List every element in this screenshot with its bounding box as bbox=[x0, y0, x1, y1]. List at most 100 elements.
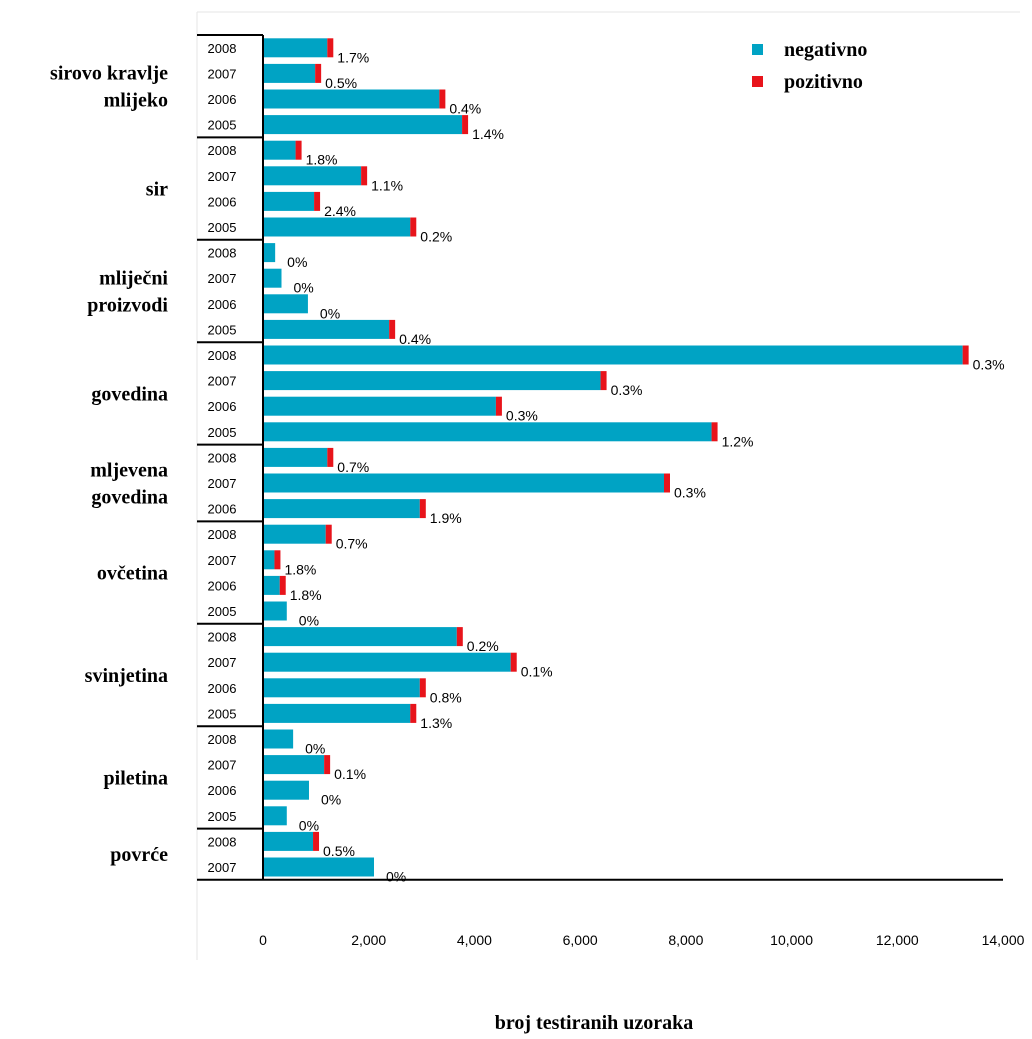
bar-negativno bbox=[263, 345, 963, 365]
bar-pozitivno bbox=[711, 422, 718, 442]
year-label: 2007 bbox=[208, 271, 237, 286]
year-label: 2006 bbox=[208, 297, 237, 312]
year-label: 2006 bbox=[208, 578, 237, 593]
bar-pozitivno bbox=[510, 652, 517, 672]
year-label: 2007 bbox=[208, 860, 237, 875]
bar-negativno bbox=[263, 89, 440, 109]
bar-pozitivno bbox=[295, 140, 302, 160]
percent-label: 2.4% bbox=[324, 203, 356, 219]
percent-label: 0% bbox=[299, 613, 319, 629]
bar-negativno bbox=[263, 703, 411, 723]
year-label: 2007 bbox=[208, 553, 237, 568]
year-label: 2005 bbox=[208, 118, 237, 133]
year-label: 2005 bbox=[208, 322, 237, 337]
x-axis-title: broj testiranih uzoraka bbox=[495, 1012, 694, 1034]
year-label: 2007 bbox=[208, 66, 237, 81]
year-label: 2008 bbox=[208, 348, 237, 363]
category-label: proizvodi bbox=[87, 295, 168, 317]
year-label: 2008 bbox=[208, 732, 237, 747]
percent-label: 0.2% bbox=[420, 229, 452, 245]
percent-label: 0.3% bbox=[973, 357, 1005, 373]
bar-negativno bbox=[263, 115, 463, 135]
bar-negativno bbox=[263, 319, 390, 339]
bar-pozitivno bbox=[279, 575, 286, 595]
bar-negativno bbox=[263, 806, 287, 826]
category-label: govedina bbox=[91, 487, 168, 509]
bar-negativno bbox=[263, 524, 326, 544]
percent-label: 0.5% bbox=[325, 75, 357, 91]
bar-negativno bbox=[263, 294, 308, 314]
percent-label: 1.3% bbox=[420, 715, 452, 731]
bar-pozitivno bbox=[419, 678, 426, 698]
percent-label: 1.1% bbox=[371, 177, 403, 193]
x-tick-label: 6,000 bbox=[563, 932, 598, 948]
bar-group: 2008 1.7% 2007 0.5% 2006 0.4% 2005 1.4% sirovo k… bbox=[50, 34, 504, 142]
bar-pozitivno bbox=[274, 550, 281, 570]
bar-group: 2008 0.2% 2007 0.1% 2006 0.8% 2005 1.3% svinjeti… bbox=[85, 622, 553, 731]
bar-pozitivno bbox=[313, 831, 320, 851]
category-label: piletina bbox=[104, 767, 168, 789]
percent-label: 0.7% bbox=[336, 536, 368, 552]
category-label: sirovo kravlje bbox=[50, 63, 168, 85]
percent-label: 0.4% bbox=[449, 101, 481, 117]
bar-negativno bbox=[263, 627, 457, 647]
category-label: svinjetina bbox=[85, 665, 168, 687]
percent-label: 0% bbox=[320, 305, 340, 321]
year-label: 2006 bbox=[208, 502, 237, 517]
percent-label: 1.8% bbox=[290, 587, 322, 603]
bar-group: 2008 0% 2007 0% 2006 0% 2005 0.4% mliječni proizv… bbox=[87, 238, 431, 347]
legend: negativno pozitivno bbox=[752, 39, 867, 93]
bar-group: 2008 0.5% 2007 0% povrće bbox=[110, 827, 406, 885]
bar-negativno bbox=[263, 447, 328, 467]
bar-pozitivno bbox=[325, 524, 332, 544]
percent-label: 0% bbox=[386, 869, 406, 885]
percent-label: 0% bbox=[299, 817, 319, 833]
year-label: 2006 bbox=[208, 399, 237, 414]
year-label: 2008 bbox=[208, 143, 237, 158]
year-label: 2007 bbox=[208, 758, 237, 773]
category-label: povrće bbox=[110, 844, 168, 866]
bar-pozitivno bbox=[410, 703, 417, 723]
bar-pozitivno bbox=[361, 166, 368, 186]
percent-label: 1.8% bbox=[284, 561, 316, 577]
percent-label: 0.1% bbox=[521, 664, 553, 680]
x-tick-label: 12,000 bbox=[876, 932, 919, 948]
bar-group: 2008 0.7% 2007 1.8% 2006 1.8% 2005 0% ovčetina bbox=[97, 520, 368, 629]
year-label: 2007 bbox=[208, 374, 237, 389]
bar-negativno bbox=[263, 755, 325, 775]
bar-negativno bbox=[263, 38, 328, 58]
legend-label: pozitivno bbox=[784, 71, 863, 93]
percent-label: 0.3% bbox=[611, 382, 643, 398]
category-label: mliječni bbox=[99, 268, 168, 290]
bar-group: 2008 1.8% 2007 1.1% 2006 2.4% 2005 0.2% sir bbox=[146, 136, 452, 245]
plot-frame bbox=[196, 11, 1020, 960]
bar-negativno bbox=[263, 678, 420, 698]
bar-negativno bbox=[263, 217, 411, 237]
bar-negativno bbox=[263, 191, 315, 211]
percent-label: 1.2% bbox=[722, 433, 754, 449]
bar-negativno bbox=[263, 550, 275, 570]
bar-negativno bbox=[263, 243, 276, 263]
bar-group: 2008 0.7% 2007 0.3% 2006 1.9% mljevena govedina bbox=[90, 443, 706, 526]
percent-label: 0.7% bbox=[337, 459, 369, 475]
bar-negativno bbox=[263, 166, 362, 186]
percent-label: 0.1% bbox=[334, 766, 366, 782]
year-label: 2005 bbox=[208, 809, 237, 824]
bar-negativno bbox=[263, 371, 601, 391]
year-label: 2005 bbox=[208, 604, 237, 619]
bar-negativno bbox=[263, 473, 664, 493]
percent-label: 1.7% bbox=[337, 49, 369, 65]
bar-pozitivno bbox=[664, 473, 670, 493]
bar-pozitivno bbox=[495, 396, 502, 416]
bar-negativno bbox=[263, 499, 420, 519]
bar-negativno bbox=[263, 857, 374, 877]
bar-pozitivno bbox=[327, 38, 334, 58]
category-label: sir bbox=[146, 179, 168, 201]
year-label: 2006 bbox=[208, 92, 237, 107]
year-label: 2006 bbox=[208, 783, 237, 798]
percent-label: 0.2% bbox=[467, 638, 499, 654]
bar-pozitivno bbox=[410, 217, 417, 237]
bar-negativno bbox=[263, 140, 296, 160]
bar-negativno bbox=[263, 780, 309, 800]
bar-pozitivno bbox=[419, 499, 426, 519]
